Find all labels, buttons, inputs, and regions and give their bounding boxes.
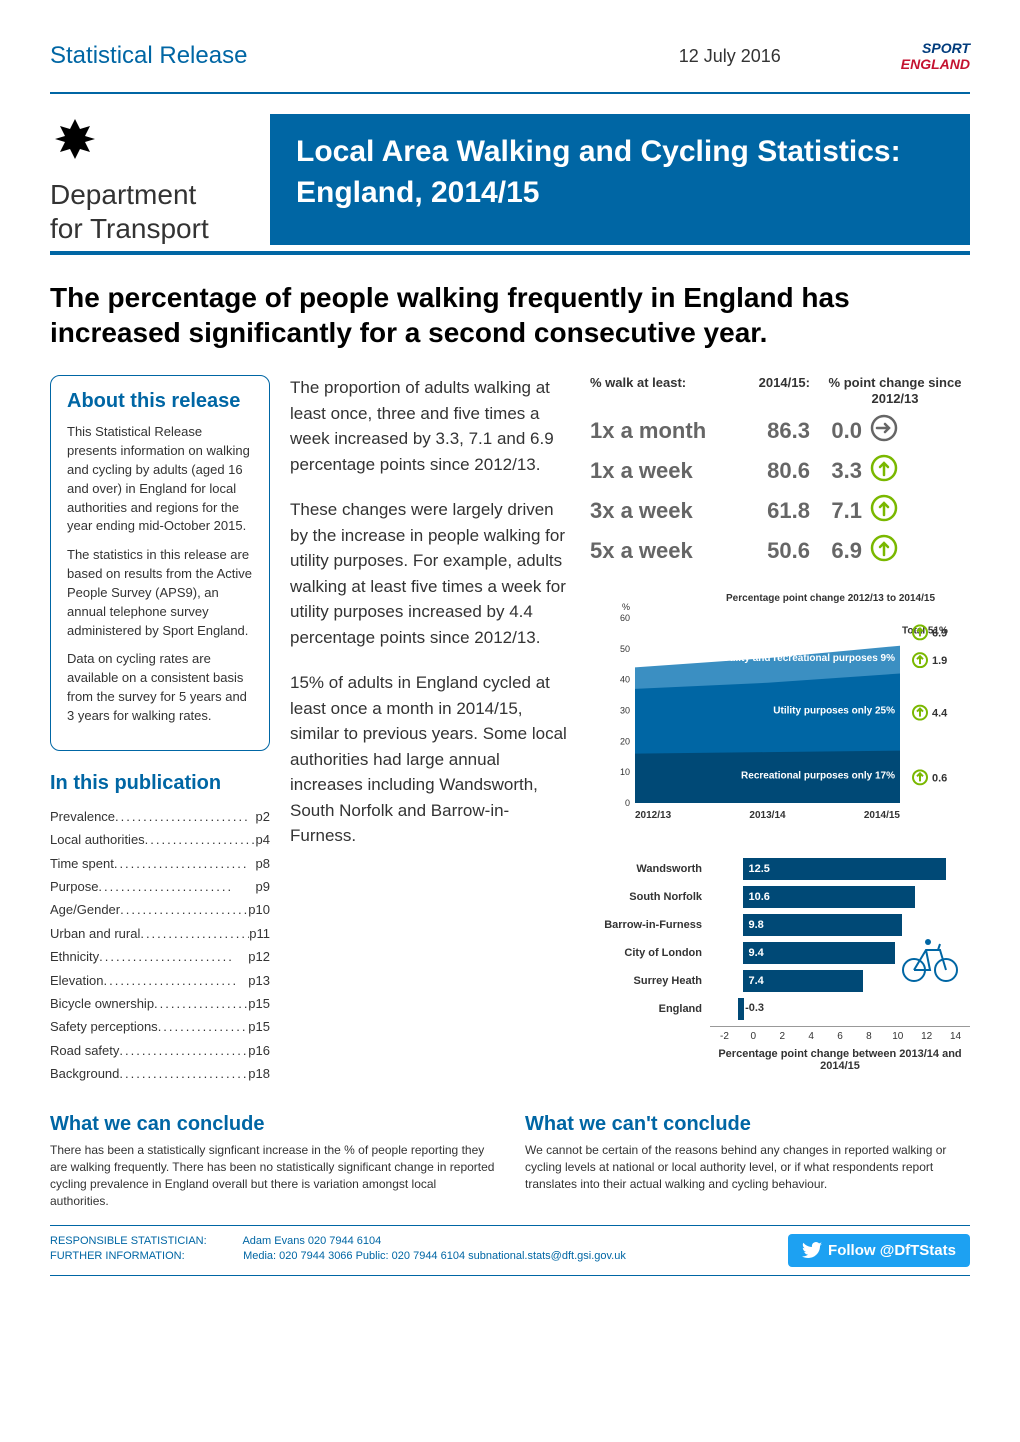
svg-text:0: 0: [625, 798, 630, 808]
can-text: There has been a statistically signfican…: [50, 1142, 495, 1209]
stats-row: 1x a week80.63.3: [590, 454, 970, 488]
bar-chart: Wandsworth12.5 South Norfolk10.6 Barrow-in…: [590, 858, 970, 1088]
twitter-icon: [802, 1242, 822, 1258]
header-divider: [50, 92, 970, 94]
svg-text:Recreational purposes only 17%: Recreational purposes only 17%: [741, 771, 895, 782]
svg-text:2014/15: 2014/15: [864, 810, 901, 821]
cant-title: What we can't conclude: [525, 1113, 970, 1136]
svg-text:1.9: 1.9: [932, 656, 947, 668]
svg-text:2013/14: 2013/14: [749, 810, 786, 821]
footer: RESPONSIBLE STATISTICIAN: Adam Evans 020…: [50, 1225, 970, 1276]
stats-row: 5x a week50.66.9: [590, 534, 970, 568]
svg-text:4.4: 4.4: [932, 708, 948, 720]
toc-item[interactable]: Bicycle ownership ......................…: [50, 992, 270, 1015]
sidebar: About this release This Statistical Rele…: [50, 375, 270, 1088]
footer-contact: RESPONSIBLE STATISTICIAN: Adam Evans 020…: [50, 1235, 788, 1265]
toc-title: In this publication: [50, 771, 270, 795]
toc-item[interactable]: Road safety ........................p16: [50, 1039, 270, 1062]
svg-text:%: %: [622, 602, 630, 612]
svg-text:30: 30: [620, 706, 630, 716]
twitter-follow-button[interactable]: Follow @DfTStats: [788, 1234, 970, 1267]
arrow-flat-icon: [870, 414, 898, 448]
svg-text:Utility purposes only 25%: Utility purposes only 25%: [773, 706, 895, 717]
toc-item[interactable]: Safety perceptions .....................…: [50, 1015, 270, 1038]
release-date: 12 July 2016: [679, 46, 781, 67]
about-title: About this release: [67, 390, 253, 413]
about-p1: This Statistical Release presents inform…: [67, 423, 253, 536]
title-banner: Local Area Walking and Cycling Statistic…: [270, 114, 970, 245]
release-label: Statistical Release: [50, 42, 679, 70]
arrow-up-icon: [870, 454, 898, 488]
area-chart: Percentage point change 2012/13 to 2014/…: [590, 593, 970, 833]
toc-item[interactable]: Elevation ........................p13: [50, 969, 270, 992]
bar-row: Wandsworth12.5: [590, 858, 970, 880]
about-p2: The statistics in this release are based…: [67, 546, 253, 640]
title-divider: [50, 251, 970, 255]
toc-item[interactable]: Local authorities ......................…: [50, 828, 270, 851]
bar-axis-title: Percentage point change between 2013/14 …: [710, 1048, 970, 1072]
body-p3: 15% of adults in England cycled at least…: [290, 670, 570, 849]
svg-text:20: 20: [620, 737, 630, 747]
bicycle-icon: [900, 938, 960, 995]
toc-item[interactable]: Urban and rural ........................…: [50, 922, 270, 945]
about-p3: Data on cycling rates are available on a…: [67, 650, 253, 725]
title-section: Department for Transport Local Area Walk…: [50, 114, 970, 245]
cant-text: We cannot be certain of the reasons behi…: [525, 1142, 970, 1192]
main-headline: The percentage of people walking frequen…: [50, 280, 970, 350]
svg-text:10: 10: [620, 768, 630, 778]
bar-row: England-0.3: [590, 998, 970, 1020]
cant-conclude: What we can't conclude We cannot be cert…: [525, 1113, 970, 1209]
conclude-section: What we can conclude There has been a st…: [50, 1113, 970, 1209]
sport-england-logo: SPORT ENGLAND: [901, 40, 970, 72]
svg-text:Utility and recreational purpo: Utility and recreational purposes 9%: [722, 654, 895, 665]
department-logo: Department for Transport: [50, 114, 270, 245]
arrow-up-icon: [870, 534, 898, 568]
svg-text:2012/13: 2012/13: [635, 810, 672, 821]
svg-text:40: 40: [620, 675, 630, 685]
bar-axis: -202468101214: [710, 1026, 970, 1042]
stats-header: % walk at least: 2014/15: % point change…: [590, 375, 970, 406]
can-conclude: What we can conclude There has been a st…: [50, 1113, 495, 1209]
about-box: About this release This Statistical Rele…: [50, 375, 270, 751]
department-name: Department for Transport: [50, 178, 250, 245]
svg-text:6.9: 6.9: [932, 628, 947, 640]
body-text: The proportion of adults walking at leas…: [290, 375, 570, 1088]
area-chart-svg: 0 10 20 30 40 50 60% Recreational purposes only…: [590, 593, 970, 833]
svg-text:60: 60: [620, 613, 630, 623]
toc-box: In this publication Prevalence .........…: [50, 771, 270, 1086]
footer-statistician: RESPONSIBLE STATISTICIAN: Adam Evans 020…: [50, 1235, 788, 1247]
toc-item[interactable]: Background ........................p18: [50, 1062, 270, 1085]
stats-row: 3x a week61.87.1: [590, 494, 970, 528]
area-chart-title: Percentage point change 2012/13 to 2014/…: [726, 593, 935, 604]
toc-item[interactable]: Time spent ........................p8: [50, 852, 270, 875]
stats-row: 1x a month86.30.0: [590, 414, 970, 448]
bar-row: Barrow-in-Furness9.8: [590, 914, 970, 936]
toc-item[interactable]: Prevalence ........................p2: [50, 805, 270, 828]
toc-item[interactable]: Age/Gender ........................p10: [50, 898, 270, 921]
footer-info: FURTHER INFORMATION: Media: 020 7944 306…: [50, 1250, 788, 1262]
charts-column: % walk at least: 2014/15: % point change…: [590, 375, 970, 1088]
svg-text:0.6: 0.6: [932, 773, 947, 785]
svg-text:50: 50: [620, 644, 630, 654]
toc-list: Prevalence ........................p2Loc…: [50, 805, 270, 1086]
arrow-up-icon: [870, 494, 898, 528]
body-p1: The proportion of adults walking at leas…: [290, 375, 570, 477]
bar-row: South Norfolk10.6: [590, 886, 970, 908]
toc-item[interactable]: Purpose ........................p9: [50, 875, 270, 898]
can-title: What we can conclude: [50, 1113, 495, 1136]
body-p2: These changes were largely driven by the…: [290, 497, 570, 650]
stats-rows: 1x a month86.30.0 1x a week80.63.3 3x a we…: [590, 414, 970, 568]
toc-item[interactable]: Ethnicity ........................p12: [50, 945, 270, 968]
stats-table: % walk at least: 2014/15: % point change…: [590, 375, 970, 568]
header-bar: Statistical Release 12 July 2016 SPORT E…: [50, 40, 970, 72]
crest-icon: [50, 114, 250, 173]
